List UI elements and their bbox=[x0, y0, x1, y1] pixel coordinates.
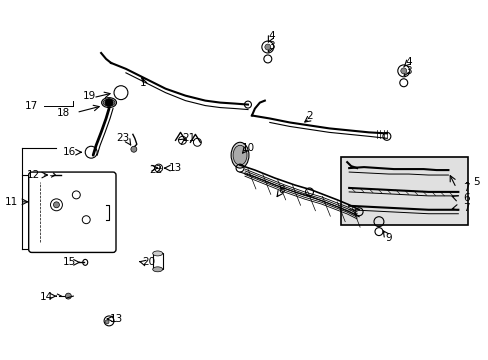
Circle shape bbox=[53, 202, 60, 208]
Ellipse shape bbox=[231, 142, 248, 168]
Text: 20: 20 bbox=[142, 257, 155, 267]
Text: 9: 9 bbox=[385, 233, 391, 243]
Text: 13: 13 bbox=[109, 314, 122, 324]
Ellipse shape bbox=[103, 99, 115, 106]
FancyBboxPatch shape bbox=[341, 157, 468, 225]
Text: 14: 14 bbox=[40, 292, 53, 302]
Text: 21: 21 bbox=[182, 133, 195, 143]
Ellipse shape bbox=[152, 267, 163, 272]
Text: 6: 6 bbox=[462, 193, 468, 203]
Text: 19: 19 bbox=[82, 91, 96, 101]
Text: 3: 3 bbox=[405, 66, 411, 76]
Circle shape bbox=[400, 68, 406, 74]
Text: 13: 13 bbox=[168, 163, 182, 173]
Ellipse shape bbox=[152, 251, 163, 256]
Text: 7: 7 bbox=[462, 203, 468, 213]
Text: 12: 12 bbox=[27, 170, 40, 180]
Text: 11: 11 bbox=[5, 197, 19, 207]
Text: 2: 2 bbox=[305, 111, 312, 121]
Text: 4: 4 bbox=[405, 57, 411, 67]
Circle shape bbox=[131, 146, 137, 152]
Circle shape bbox=[105, 99, 113, 107]
Bar bbox=[152, 253, 163, 269]
Text: 23: 23 bbox=[116, 133, 129, 143]
Text: 17: 17 bbox=[25, 100, 38, 111]
Text: 15: 15 bbox=[62, 257, 76, 267]
Text: 22: 22 bbox=[149, 165, 162, 175]
FancyBboxPatch shape bbox=[29, 172, 116, 252]
Circle shape bbox=[65, 293, 71, 299]
Text: 10: 10 bbox=[241, 143, 254, 153]
Text: 3: 3 bbox=[268, 41, 275, 51]
Ellipse shape bbox=[233, 145, 246, 165]
Circle shape bbox=[264, 44, 270, 50]
Text: 16: 16 bbox=[62, 147, 76, 157]
Text: 18: 18 bbox=[57, 108, 70, 117]
Text: 8: 8 bbox=[278, 185, 285, 195]
Text: 5: 5 bbox=[472, 177, 479, 187]
Text: 7: 7 bbox=[462, 183, 468, 193]
Text: 1: 1 bbox=[139, 78, 146, 88]
Circle shape bbox=[105, 320, 109, 324]
Text: 4: 4 bbox=[268, 31, 275, 41]
Ellipse shape bbox=[102, 98, 116, 108]
